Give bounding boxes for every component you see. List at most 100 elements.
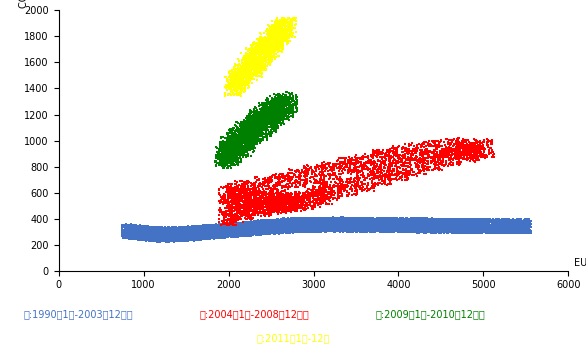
Point (468, 221, 477, 227)
Point (316, 225, 325, 230)
Point (178, 237, 188, 243)
Point (133, 235, 142, 240)
Point (387, 219, 396, 225)
Point (148, 229, 158, 235)
Point (176, 228, 186, 234)
Point (229, 224, 238, 229)
Point (202, 229, 212, 235)
Point (253, 221, 262, 226)
Point (288, 226, 297, 231)
Point (400, 229, 410, 235)
Point (464, 226, 473, 232)
Point (258, 199, 267, 205)
Point (448, 227, 457, 233)
Point (522, 226, 531, 231)
Point (270, 36, 280, 42)
Point (268, 179, 277, 184)
Point (142, 224, 151, 229)
Point (264, 227, 273, 233)
Point (360, 221, 370, 227)
Point (228, 193, 237, 198)
Point (265, 41, 274, 47)
Point (237, 231, 246, 237)
Point (240, 212, 250, 218)
Point (266, 179, 275, 185)
Point (465, 148, 475, 154)
Point (152, 234, 162, 239)
Point (155, 236, 165, 242)
Point (493, 229, 502, 235)
Point (152, 238, 162, 244)
Point (230, 144, 239, 150)
Point (389, 226, 398, 231)
Point (259, 209, 268, 215)
Point (353, 228, 363, 234)
Point (250, 137, 259, 142)
Point (156, 234, 166, 239)
Point (265, 36, 275, 42)
Point (229, 143, 239, 148)
Point (267, 129, 276, 135)
Point (259, 197, 268, 203)
Point (266, 222, 275, 228)
Point (259, 225, 268, 231)
Point (297, 170, 306, 175)
Point (421, 228, 430, 233)
Point (378, 229, 387, 234)
Point (180, 237, 190, 243)
Point (479, 223, 488, 229)
Point (200, 233, 210, 239)
Point (343, 228, 353, 234)
Point (515, 220, 524, 226)
Point (385, 222, 394, 228)
Point (468, 225, 478, 230)
Point (286, 224, 295, 230)
Point (246, 129, 255, 135)
Point (212, 229, 221, 235)
Point (209, 235, 218, 241)
Point (388, 221, 397, 226)
Point (223, 223, 232, 229)
Point (193, 227, 203, 233)
Point (169, 239, 179, 244)
Point (180, 225, 190, 230)
Point (496, 227, 505, 232)
Point (410, 215, 419, 221)
Point (261, 48, 270, 54)
Point (211, 158, 220, 163)
Point (287, 174, 296, 179)
Point (312, 227, 322, 233)
Point (260, 49, 270, 54)
Point (448, 230, 457, 235)
Point (450, 147, 459, 153)
Point (368, 155, 377, 161)
Point (418, 219, 427, 225)
Point (299, 220, 308, 226)
Point (463, 144, 472, 149)
Point (506, 218, 516, 223)
Point (224, 153, 234, 159)
Point (369, 222, 378, 228)
Point (241, 141, 250, 146)
Point (482, 217, 492, 222)
Point (428, 156, 438, 162)
Point (373, 216, 382, 222)
Point (271, 114, 281, 119)
Point (235, 222, 244, 228)
Point (463, 223, 472, 229)
Point (352, 227, 361, 232)
Point (175, 230, 184, 236)
Point (224, 70, 234, 76)
Point (234, 128, 243, 133)
Point (374, 227, 383, 233)
Point (299, 183, 308, 189)
Point (265, 115, 274, 120)
Point (247, 54, 257, 60)
Point (263, 111, 272, 117)
Point (248, 192, 257, 197)
Point (448, 221, 458, 226)
Point (390, 226, 399, 232)
Point (244, 76, 253, 81)
Point (256, 55, 265, 60)
Point (357, 155, 366, 160)
